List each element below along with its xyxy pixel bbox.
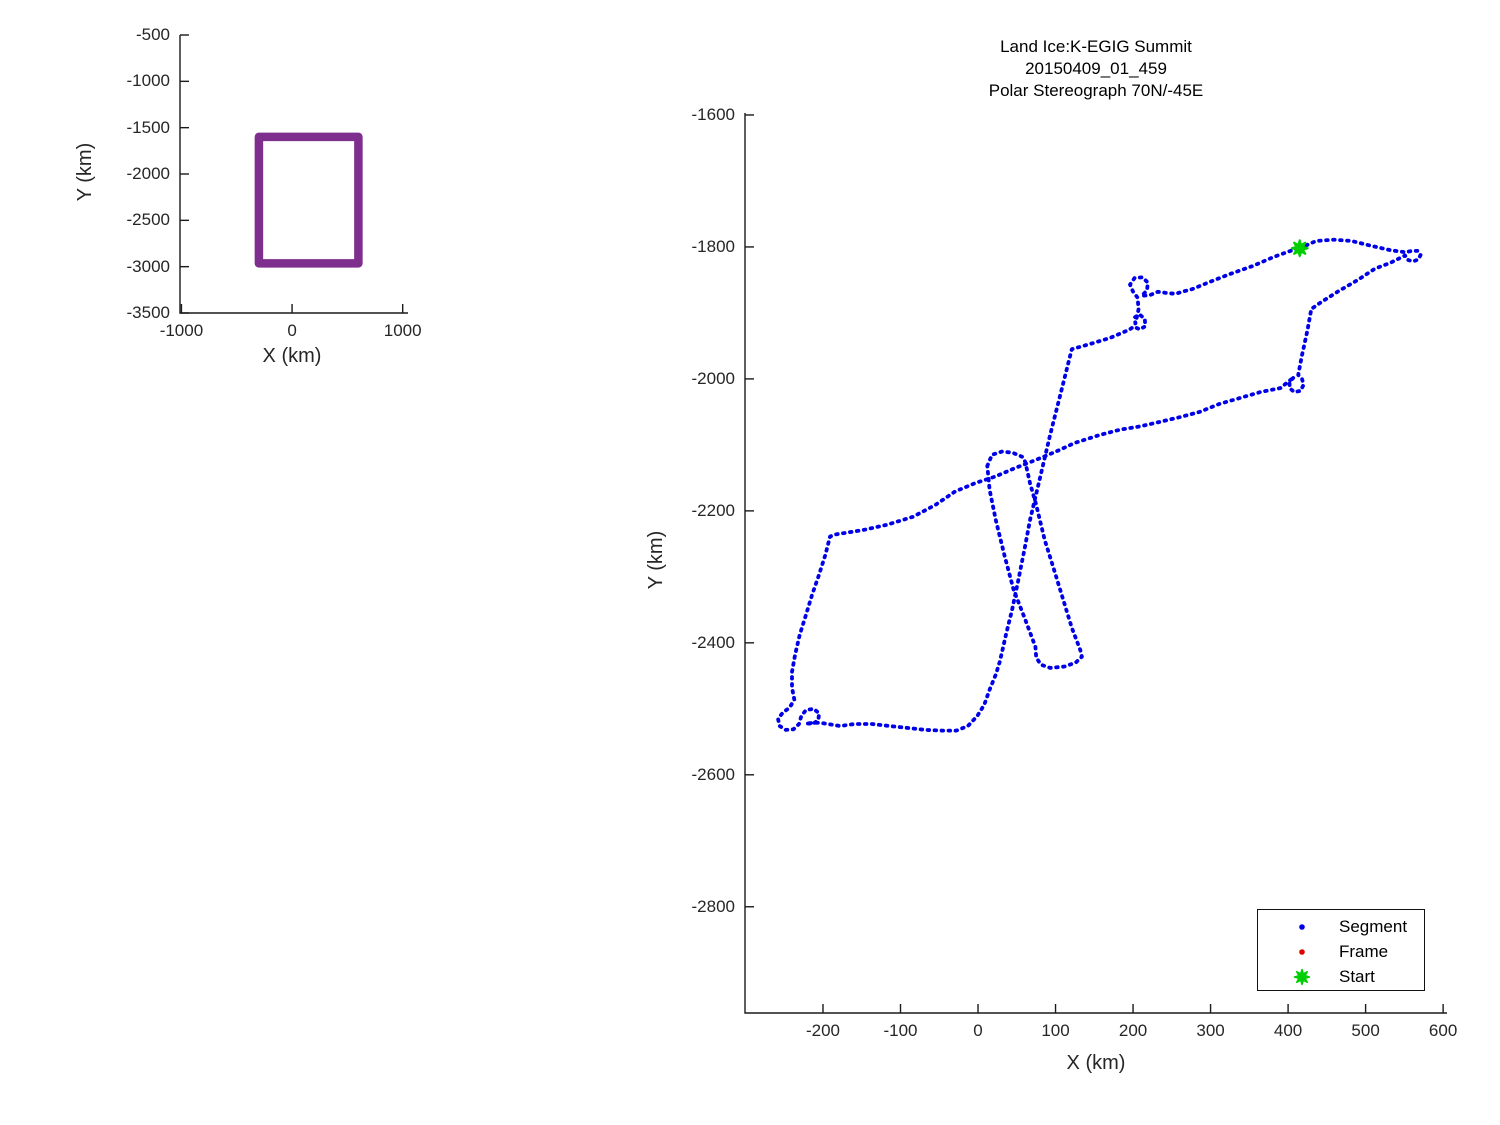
main-y-axis-label: Y (km) — [645, 530, 667, 590]
tick-label: -1600 — [691, 104, 735, 124]
main-plot-title: Land Ice:K-EGIG Summit 20150409_01_459 P… — [846, 36, 1346, 102]
title-line-1: Land Ice:K-EGIG Summit — [1000, 37, 1192, 56]
flight-track — [776, 237, 1423, 733]
tick-label: -2000 — [126, 164, 170, 183]
overview-extent-box — [254, 132, 363, 268]
title-line-2: 20150409_01_459 — [1025, 59, 1167, 78]
tick-label: -2200 — [691, 500, 735, 520]
tick-label: -1000 — [159, 321, 204, 340]
tick-label: 0 — [973, 1021, 983, 1040]
overview-x-axis-label: X (km) — [262, 345, 322, 367]
tick-label: -1000 — [126, 71, 170, 91]
overview-axes — [179, 34, 408, 314]
tick-label: -2400 — [691, 632, 735, 652]
legend-label-segment: Segment — [1339, 916, 1408, 936]
main-x-axis-label: X (km) — [1066, 1052, 1126, 1074]
tick-label: -1500 — [126, 117, 170, 137]
tick-label: -3500 — [126, 303, 170, 322]
tick-label: 1000 — [383, 321, 422, 340]
tick-label: -1800 — [691, 236, 735, 256]
legend-label-start: Start — [1339, 966, 1375, 986]
tick-label: -100 — [883, 1021, 918, 1040]
legend-box: Segment Frame Start — [1257, 909, 1425, 991]
legend-row-frame: Frame — [1258, 939, 1424, 964]
tick-label: 600 — [1428, 1021, 1458, 1040]
legend-row-start: Start — [1258, 964, 1424, 989]
legend-label-frame: Frame — [1339, 941, 1389, 961]
tick-label: 400 — [1273, 1021, 1303, 1040]
tick-label: 500 — [1351, 1021, 1380, 1040]
tick-label: -2500 — [126, 210, 170, 230]
tick-label: -500 — [135, 25, 170, 44]
tick-label: -2800 — [691, 896, 735, 916]
segment-dot-icon — [1299, 923, 1305, 930]
frame-dot-icon — [1299, 948, 1305, 955]
tick-label: 100 — [1041, 1021, 1070, 1040]
main-axes — [744, 113, 1447, 1014]
start-star-icon — [1293, 968, 1311, 985]
tick-label: -3000 — [126, 256, 170, 276]
tick-label: -2000 — [691, 368, 735, 388]
tick-label: -2600 — [691, 764, 735, 784]
title-line-3: Polar Stereograph 70N/-45E — [988, 81, 1204, 100]
tick-label: -200 — [805, 1021, 840, 1040]
tick-label: 0 — [287, 321, 297, 340]
legend-row-segment: Segment — [1258, 914, 1424, 939]
tick-label: 300 — [1196, 1021, 1225, 1040]
overview-y-axis-label: Y (km) — [74, 142, 96, 202]
start-marker — [1290, 239, 1309, 258]
tick-label: 200 — [1118, 1021, 1148, 1040]
